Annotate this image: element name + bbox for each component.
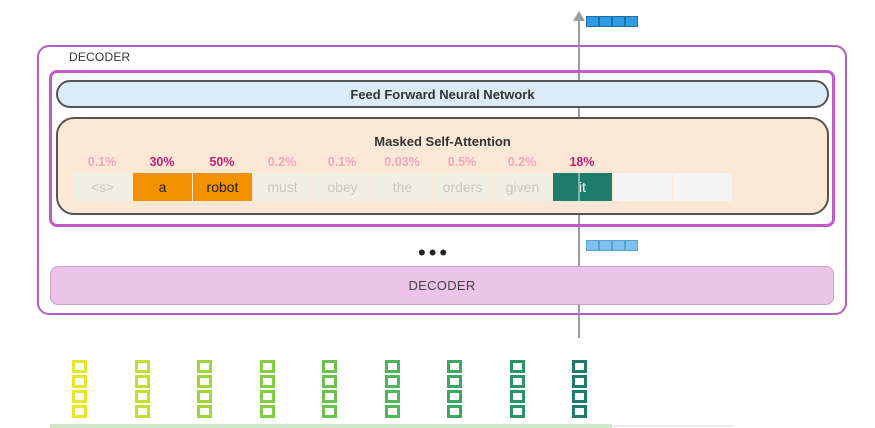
embedding-cell [384, 360, 400, 373]
embedding-cell [572, 375, 587, 388]
vector-cell [599, 16, 612, 27]
embedding-vector [509, 360, 525, 418]
embedding-cell [384, 405, 400, 418]
token-box: <s> [73, 173, 132, 201]
embedding-vector [322, 360, 337, 418]
attention-title: Masked Self-Attention [374, 134, 511, 149]
outer-decoder-frame [37, 45, 847, 315]
token-box: the [373, 173, 432, 201]
embedding-cell [197, 390, 212, 403]
token-box: must [253, 173, 312, 201]
attention-percent: 0.03% [384, 155, 420, 169]
token-box: orders [433, 173, 492, 201]
embedding-vector [447, 360, 462, 418]
embedding-vector [384, 360, 400, 418]
embedding-cell [509, 360, 525, 373]
embedding-vector [72, 360, 87, 418]
embedding-cell [72, 405, 87, 418]
attention-percent: 0.1% [87, 155, 117, 169]
embedding-cell [259, 390, 275, 403]
attention-percent: 0.2% [507, 155, 537, 169]
decoder-block [49, 70, 835, 227]
arrow-overlay [578, 173, 580, 201]
token-box: obey [313, 173, 372, 201]
vector-cell [586, 16, 599, 27]
attention-percent: 50% [209, 155, 235, 169]
embedding-cell [384, 390, 400, 403]
embedding-vector [134, 360, 150, 418]
embedding-cell [322, 375, 337, 388]
embedding-vector [572, 360, 587, 418]
embedding-cell [322, 405, 337, 418]
attention-percent: 0.2% [267, 155, 297, 169]
embedding-baseline [50, 424, 612, 428]
vector-cell [586, 240, 599, 251]
vector-cell [625, 16, 638, 27]
embedding-cell [72, 375, 87, 388]
embedding-cell [259, 375, 275, 388]
embedding-vector [259, 360, 275, 418]
flow-arrow-head [573, 11, 585, 21]
attention-percent: 0.5% [447, 155, 477, 169]
outer-decoder-label: DECODER [69, 50, 131, 64]
embedding-cell [447, 390, 462, 403]
embedding-cell [509, 375, 525, 388]
lower-decoder-block: DECODER [50, 266, 834, 305]
embedding-cell [259, 405, 275, 418]
token-box-empty [613, 173, 672, 201]
attention-percent: 30% [149, 155, 175, 169]
token-box-empty [673, 173, 732, 201]
embedding-cell [572, 405, 587, 418]
embedding-cell [447, 360, 462, 373]
vector-cell [599, 240, 612, 251]
feed-forward-layer: Feed Forward Neural Network [56, 80, 829, 108]
embedding-cell [384, 375, 400, 388]
embedding-cell [197, 360, 212, 373]
output-vector [586, 16, 638, 27]
vector-cell [612, 240, 625, 251]
embedding-cell [72, 390, 87, 403]
ellipsis: ••• [418, 240, 451, 265]
embedding-cell [322, 360, 337, 373]
embedding-cell [509, 390, 525, 403]
embedding-cell [134, 405, 150, 418]
embedding-cell [572, 360, 587, 373]
embedding-cell [197, 375, 212, 388]
embedding-cell [447, 375, 462, 388]
vector-cell [612, 16, 625, 27]
embedding-cell [72, 360, 87, 373]
embedding-cell [509, 405, 525, 418]
embedding-cell [572, 390, 587, 403]
embedding-cell [322, 390, 337, 403]
embedding-cell [134, 390, 150, 403]
embedding-cell [197, 405, 212, 418]
vector-cell [625, 240, 638, 251]
attention-percent: 18% [569, 155, 595, 169]
embedding-baseline-empty [612, 425, 734, 427]
token-box: a [133, 173, 192, 201]
embedding-cell [259, 360, 275, 373]
embedding-cell [134, 360, 150, 373]
token-box: robot [193, 173, 252, 201]
embedding-vector [197, 360, 212, 418]
attention-percent: 0.1% [327, 155, 357, 169]
embedding-cell [134, 375, 150, 388]
embedding-cell [447, 405, 462, 418]
token-box: it [553, 173, 612, 201]
token-box: given [493, 173, 552, 201]
intermediate-vector [586, 240, 638, 251]
